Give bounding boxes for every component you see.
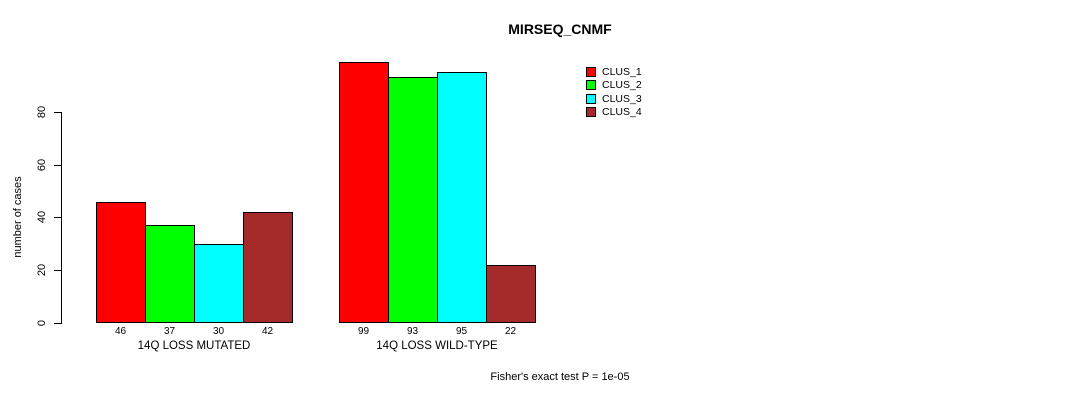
- legend-item-clus_4: CLUS_4: [586, 106, 642, 120]
- y-axis-title: number of cases: [12, 176, 24, 258]
- y-axis-tick: [54, 270, 61, 272]
- legend-item-clus_1: CLUS_1: [586, 65, 642, 79]
- y-axis-tick-label: 40: [36, 211, 48, 224]
- legend-label: CLUS_4: [602, 106, 642, 119]
- y-axis-tick: [54, 164, 61, 166]
- bar-value-label: 46: [114, 326, 127, 337]
- bar-value-label: 99: [357, 326, 370, 337]
- y-axis-tick: [54, 111, 61, 113]
- y-axis-tick: [54, 323, 61, 324]
- y-axis-tick-label: 80: [36, 105, 48, 118]
- x-axis-group-label: 14Q LOSS MUTATED: [137, 340, 251, 352]
- legend-item-clus_3: CLUS_3: [586, 92, 642, 106]
- bar-value-label: 95: [455, 326, 468, 337]
- bar-value-label: 93: [406, 326, 419, 337]
- legend-swatch-icon: [586, 80, 596, 91]
- legend-label: CLUS_1: [602, 65, 642, 78]
- y-axis-tick-label: 60: [36, 158, 48, 171]
- bar-value-label: 42: [261, 326, 274, 337]
- legend-swatch-icon: [586, 66, 596, 77]
- bar-clus_3-group1: [194, 243, 244, 323]
- bar-value-label: 37: [163, 326, 176, 337]
- legend-swatch-icon: [586, 93, 596, 104]
- legend-swatch-icon: [586, 107, 596, 118]
- bar-clus_4-group2: [486, 264, 536, 323]
- bar-value-label: 30: [212, 326, 225, 337]
- bar-value-label: 22: [504, 326, 517, 337]
- y-axis-tick: [54, 217, 61, 219]
- y-axis-line: [61, 111, 62, 324]
- bar-clus_2-group1: [145, 225, 195, 323]
- bar-clus_1-group2: [339, 61, 389, 323]
- legend: CLUS_1 CLUS_2 CLUS_3 CLUS_4: [586, 65, 642, 119]
- legend-item-clus_2: CLUS_2: [586, 79, 642, 93]
- y-axis-tick-label: 0: [36, 319, 48, 327]
- legend-label: CLUS_3: [602, 92, 642, 105]
- bar-clus_3-group2: [437, 72, 487, 323]
- bar-clus_1-group1: [96, 201, 146, 323]
- x-axis-group-label: 14Q LOSS WILD-TYPE: [376, 340, 498, 352]
- legend-label: CLUS_2: [602, 79, 642, 92]
- chart-title: MIRSEQ_CNMF: [508, 21, 612, 37]
- y-axis-tick-label: 20: [36, 264, 48, 277]
- annotation-fishers-test: Fisher's exact test P = 1e-05: [490, 371, 630, 383]
- bar-clus_4-group1: [243, 212, 293, 323]
- bar-clus_2-group2: [388, 77, 438, 323]
